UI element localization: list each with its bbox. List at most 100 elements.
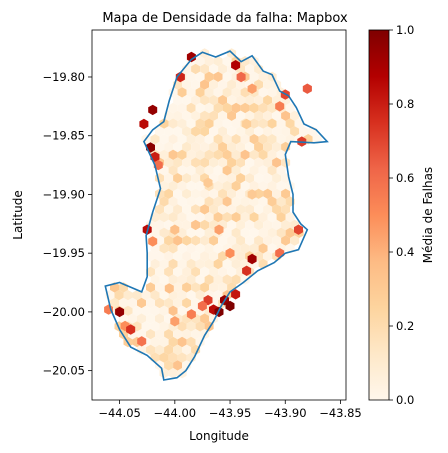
hex-hotspot	[242, 265, 252, 276]
hex-cell	[218, 204, 228, 215]
hex-cell	[222, 134, 232, 145]
hex-cell	[276, 227, 286, 238]
hex-cell	[249, 243, 259, 254]
hex-cell	[159, 196, 169, 207]
colorbar-tick-label: 0.0	[396, 393, 414, 407]
hex-cell	[150, 258, 160, 270]
hex-cell	[191, 344, 201, 355]
hex-cell	[177, 227, 187, 238]
hex-cell	[213, 87, 223, 98]
hex-cell	[155, 219, 165, 231]
hex-cell	[267, 180, 277, 192]
hex-cell	[227, 110, 237, 121]
hex-cell	[123, 305, 133, 316]
hex-cell	[263, 126, 273, 137]
hex-cell	[150, 227, 160, 238]
hex-cell	[267, 87, 277, 98]
hex-cell	[195, 56, 205, 67]
hex-cell	[191, 126, 201, 137]
hex-cell	[240, 196, 250, 207]
hex-cell	[294, 118, 304, 129]
hex-cell	[195, 274, 205, 285]
hex-cell	[213, 165, 223, 176]
hex-cell	[155, 126, 165, 137]
hex-cell	[263, 251, 273, 262]
hex-cell	[236, 251, 246, 262]
hex-cell	[155, 235, 165, 246]
colorbar-tick-label: 0.6	[396, 171, 414, 185]
hex-cell	[227, 235, 237, 246]
hex-cell	[222, 212, 232, 223]
hex-cell	[200, 188, 210, 199]
hex-cell	[173, 297, 183, 309]
hex-cell	[159, 180, 169, 192]
hex-cell	[249, 56, 259, 67]
hex-cell	[240, 149, 250, 160]
hex-cell	[173, 344, 183, 355]
hex-cell	[213, 258, 223, 270]
hex-cell	[159, 118, 169, 129]
hex-cell	[209, 141, 219, 153]
hex-cell	[213, 56, 223, 67]
hex-cell	[227, 126, 237, 137]
hex-cell	[186, 258, 196, 270]
hex-cell	[195, 321, 205, 332]
hex-cell	[177, 258, 187, 270]
hex-cell	[155, 329, 165, 340]
hex-cell	[218, 63, 228, 75]
hex-cell	[182, 173, 192, 184]
hex-cell	[285, 102, 295, 114]
hex-cell	[254, 219, 264, 231]
hex-cell	[281, 235, 291, 246]
hex-cell	[168, 305, 178, 316]
hex-cell	[263, 204, 273, 215]
hex-cell	[141, 305, 151, 316]
hex-cell	[272, 110, 282, 121]
hex-cell	[218, 110, 228, 121]
hex-cell	[263, 173, 273, 184]
hex-cell	[177, 102, 187, 114]
hex-cell	[186, 212, 196, 223]
hex-cell	[173, 282, 183, 293]
hex-cell	[173, 329, 183, 340]
hex-cell	[182, 344, 192, 355]
hex-cell	[159, 305, 169, 316]
hex-cell	[159, 274, 169, 285]
hex-cell	[182, 219, 192, 231]
hex-cell	[245, 173, 255, 184]
hex-cell	[209, 235, 219, 246]
hex-hotspot	[214, 224, 224, 235]
hex-hotspot	[247, 83, 257, 94]
hex-cell	[227, 173, 237, 184]
hex-cell	[209, 63, 219, 75]
hex-cell	[236, 95, 246, 106]
hex-cell	[218, 173, 228, 184]
hex-cell	[204, 134, 214, 145]
hex-cell	[177, 196, 187, 207]
hex-cell	[209, 126, 219, 137]
hex-cell	[186, 352, 196, 363]
hex-cell	[258, 165, 268, 176]
hex-cell	[146, 251, 155, 262]
hex-cell	[240, 102, 250, 114]
hex-cell	[195, 258, 205, 270]
hex-cell	[258, 243, 268, 254]
hex-cell	[204, 212, 214, 223]
hex-cell	[204, 118, 214, 129]
hex-cell	[236, 188, 246, 199]
y-tick-label: −20.00	[42, 305, 85, 319]
hex-cell	[218, 79, 228, 90]
hex-cell	[146, 344, 155, 355]
colorbar-label: Média de Falhas	[421, 167, 435, 263]
hex-cell	[290, 235, 300, 246]
hex-cell	[164, 188, 174, 199]
hex-hotspot	[126, 324, 136, 335]
hex-cell	[231, 87, 241, 98]
hex-cell	[227, 157, 237, 168]
hex-cell	[182, 63, 192, 75]
hex-cell	[200, 95, 210, 106]
hex-cell	[272, 235, 282, 246]
hex-cell	[177, 180, 187, 192]
hex-cell	[236, 141, 246, 153]
hex-cell	[132, 290, 142, 301]
